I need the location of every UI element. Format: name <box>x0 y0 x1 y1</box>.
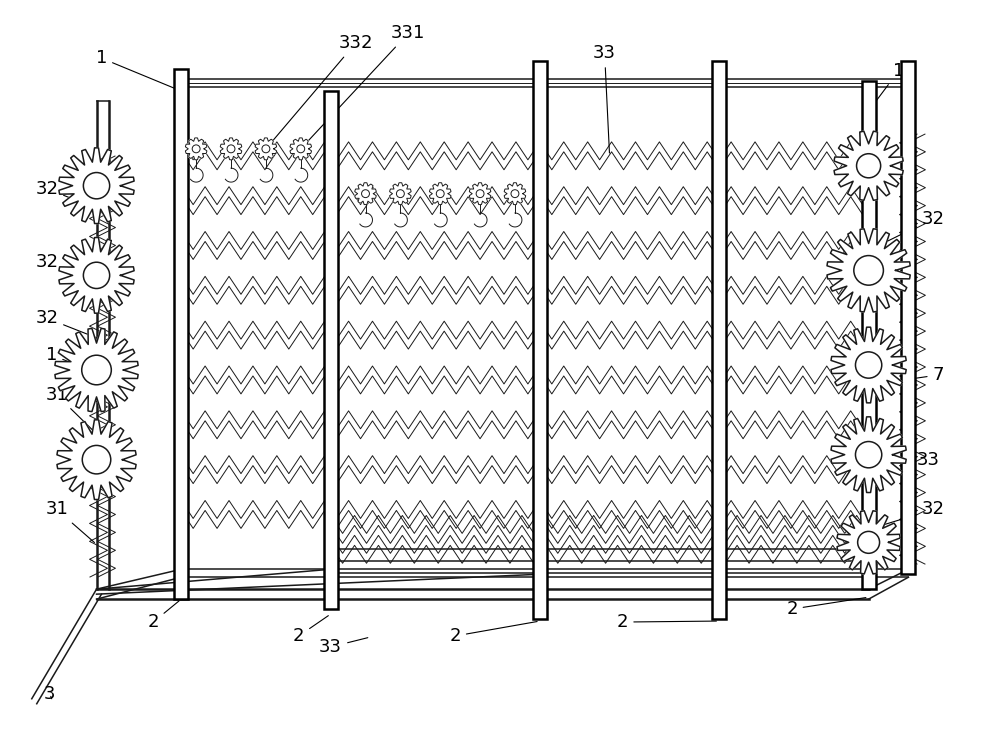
Text: 31: 31 <box>45 386 101 438</box>
Bar <box>712 61 726 619</box>
Polygon shape <box>59 238 134 313</box>
Text: 33: 33 <box>593 44 616 153</box>
Circle shape <box>436 189 444 198</box>
Polygon shape <box>504 183 526 205</box>
Text: 2: 2 <box>293 616 328 645</box>
Polygon shape <box>827 229 910 312</box>
Circle shape <box>82 445 111 474</box>
Polygon shape <box>55 329 138 411</box>
Circle shape <box>83 262 110 289</box>
Text: 1: 1 <box>870 62 904 109</box>
Bar <box>901 61 915 574</box>
Circle shape <box>855 442 882 468</box>
Text: 1: 1 <box>96 49 179 90</box>
Text: 331: 331 <box>303 24 426 147</box>
Circle shape <box>396 189 404 198</box>
Circle shape <box>858 531 880 554</box>
Circle shape <box>855 352 882 378</box>
Text: 7: 7 <box>906 366 944 384</box>
Text: 33: 33 <box>913 451 940 470</box>
Text: 2: 2 <box>449 622 537 645</box>
Polygon shape <box>429 183 451 205</box>
Circle shape <box>362 189 369 198</box>
Text: 32: 32 <box>871 500 945 528</box>
Bar <box>533 61 547 619</box>
Bar <box>324 91 338 609</box>
Text: 3: 3 <box>44 684 55 703</box>
Polygon shape <box>255 138 277 160</box>
Circle shape <box>297 145 305 152</box>
Polygon shape <box>355 183 376 205</box>
Text: 31: 31 <box>45 500 94 542</box>
Polygon shape <box>185 138 207 160</box>
Circle shape <box>192 145 200 152</box>
Text: 32: 32 <box>871 209 945 249</box>
Text: 1: 1 <box>46 346 100 374</box>
Text: 32: 32 <box>35 253 100 278</box>
Circle shape <box>854 255 883 285</box>
Polygon shape <box>834 131 903 201</box>
Polygon shape <box>831 327 906 403</box>
Circle shape <box>857 154 881 178</box>
Circle shape <box>82 355 111 385</box>
Polygon shape <box>290 138 312 160</box>
Text: 2: 2 <box>617 613 716 631</box>
Circle shape <box>262 145 270 152</box>
Text: 2: 2 <box>148 601 179 631</box>
Bar <box>862 81 876 589</box>
Circle shape <box>476 189 484 198</box>
Polygon shape <box>220 138 242 160</box>
Polygon shape <box>390 183 411 205</box>
Text: 2: 2 <box>786 598 866 618</box>
Text: 32: 32 <box>35 309 100 339</box>
Polygon shape <box>59 148 134 223</box>
Text: 32: 32 <box>35 180 100 209</box>
Polygon shape <box>831 417 906 493</box>
Polygon shape <box>469 183 491 205</box>
Circle shape <box>83 172 110 199</box>
Text: 332: 332 <box>268 34 373 147</box>
Bar <box>174 69 188 599</box>
Circle shape <box>227 145 235 152</box>
Text: 33: 33 <box>319 638 368 656</box>
Polygon shape <box>837 511 900 574</box>
Circle shape <box>511 189 519 198</box>
Polygon shape <box>57 420 136 500</box>
